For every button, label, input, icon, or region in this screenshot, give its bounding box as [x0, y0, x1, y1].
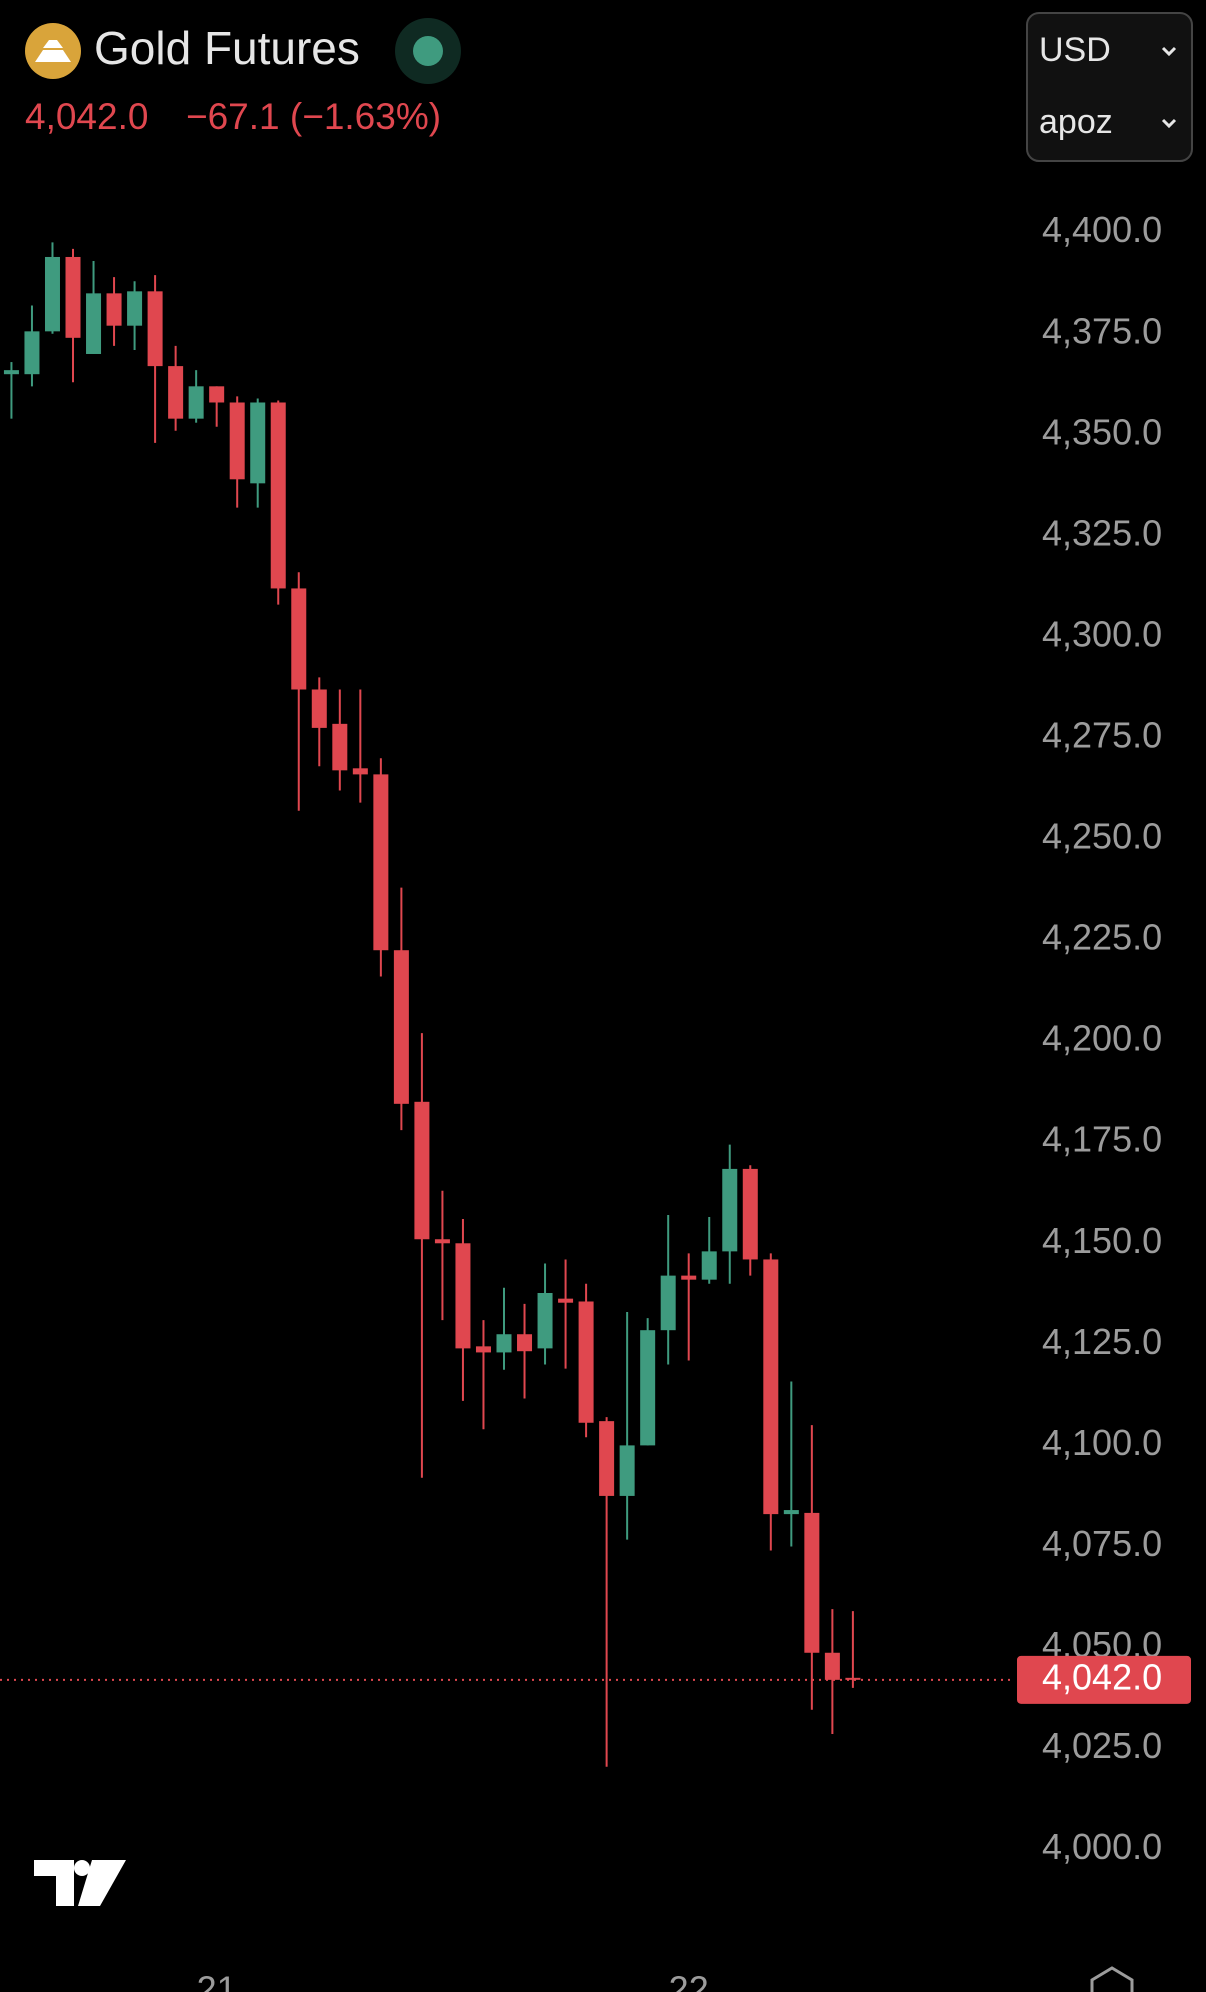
y-tick-label: 4,300.0: [1042, 613, 1162, 654]
y-tick-label: 4,125.0: [1042, 1321, 1162, 1362]
x-tick-label: 22: [669, 1969, 709, 1992]
y-tick-label: 4,025.0: [1042, 1725, 1162, 1766]
y-tick-label: 4,075.0: [1042, 1523, 1162, 1564]
candle-body: [845, 1677, 861, 1680]
y-tick-label: 4,225.0: [1042, 917, 1162, 958]
candle-body: [106, 293, 122, 326]
candle-body: [599, 1421, 615, 1496]
chevron: [1161, 118, 1177, 129]
candle-body: [147, 291, 163, 367]
candle-body: [393, 950, 409, 1104]
candle-body: [701, 1251, 717, 1280]
candle-body: [578, 1301, 594, 1423]
settings-box[interactable]: [1026, 12, 1193, 162]
candle-body: [763, 1259, 779, 1515]
candle-body: [229, 402, 245, 480]
candle-body: [783, 1510, 799, 1515]
y-tick-label: 4,200.0: [1042, 1018, 1162, 1059]
y-tick-label: 4,000.0: [1042, 1826, 1162, 1867]
y-tick-label: 4,275.0: [1042, 715, 1162, 756]
y-tick-label: 4,100.0: [1042, 1422, 1162, 1463]
candle-body: [742, 1168, 758, 1260]
y-tick-label: 4,250.0: [1042, 816, 1162, 857]
candle-body: [270, 402, 286, 589]
y-tick-label: 4,150.0: [1042, 1220, 1162, 1261]
tv-logo-dot: [74, 1860, 90, 1876]
candle-body: [24, 331, 40, 375]
candle-body: [188, 386, 204, 419]
candle-body: [804, 1512, 820, 1653]
candle-body: [722, 1168, 738, 1252]
candle-body: [127, 291, 143, 326]
candle-body: [86, 293, 102, 354]
price: 4,042.0: [25, 96, 148, 137]
currency-select[interactable]: USD: [1039, 31, 1111, 69]
y-tick-label: 4,375.0: [1042, 310, 1162, 351]
x-tick-label: 21: [197, 1969, 237, 1992]
candle-body: [291, 588, 307, 690]
candle-body: [352, 768, 368, 775]
candle-body: [332, 723, 348, 771]
candle-body: [414, 1101, 430, 1240]
symbol-name: Gold Futures: [94, 22, 360, 74]
candle-body: [65, 256, 81, 338]
candle-body: [660, 1275, 676, 1331]
candle-body: [558, 1298, 574, 1303]
chevron: [1161, 46, 1177, 57]
candle-body: [250, 402, 266, 484]
symbol-icon-bars: [35, 40, 71, 62]
candle-body: [619, 1445, 635, 1496]
candle-body: [455, 1243, 471, 1349]
price-change: −67.1 (−1.63%): [186, 96, 441, 137]
candle-body: [44, 256, 60, 332]
candle-body: [517, 1334, 533, 1352]
y-tick-label: 4,400.0: [1042, 209, 1162, 250]
plot: 4,000.04,025.04,050.04,075.04,100.04,125…: [3, 209, 1162, 1992]
candle-body: [209, 386, 225, 403]
y-tick-label: 4,325.0: [1042, 512, 1162, 553]
candle-body: [496, 1334, 512, 1353]
tv-logo[interactable]: [34, 1860, 126, 1906]
y-tick-label: 4,350.0: [1042, 411, 1162, 452]
candle-body: [311, 689, 327, 728]
last-price-label: 4,042.0: [1042, 1656, 1162, 1697]
unit-select[interactable]: apoz: [1039, 103, 1113, 141]
status-dot: [413, 36, 443, 66]
candle-body: [475, 1346, 491, 1353]
candle-body: [373, 774, 389, 951]
candle-body: [168, 366, 184, 419]
candle-body: [537, 1293, 553, 1349]
candle-body: [824, 1652, 840, 1680]
candle-body: [681, 1275, 697, 1280]
candle-body: [640, 1330, 656, 1446]
settings-icon[interactable]: [1090, 1966, 1134, 1992]
candle-body: [434, 1239, 450, 1244]
y-tick-label: 4,175.0: [1042, 1119, 1162, 1160]
candle-body: [3, 370, 19, 375]
last-price-box: [1017, 1655, 1191, 1704]
